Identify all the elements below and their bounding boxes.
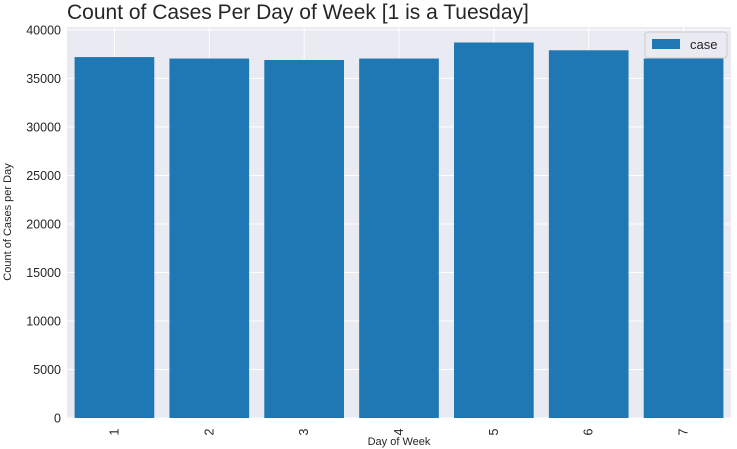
bar-day-4 [359, 58, 439, 418]
x-tick-label: 1 [107, 428, 121, 435]
x-tick-label: 6 [582, 428, 596, 435]
legend: case [644, 31, 728, 59]
bar-day-7 [643, 58, 724, 418]
x-tick-label: 4 [392, 428, 406, 435]
bars [74, 42, 724, 419]
y-tick-label: 40000 [26, 23, 61, 37]
x-tick-label: 2 [202, 428, 216, 435]
bar-day-2 [169, 58, 250, 418]
x-axis-label: Day of Week [368, 436, 431, 448]
legend-box [644, 31, 728, 59]
y-tick-label: 15000 [26, 266, 61, 280]
y-tick-label: 0 [54, 412, 61, 426]
legend-swatch [652, 39, 680, 49]
y-tick-label: 25000 [26, 169, 61, 183]
bar-day-3 [264, 59, 344, 418]
y-tick-label: 5000 [33, 363, 61, 377]
x-tick-labels: 1 2 3 4 5 6 7 [107, 428, 690, 435]
y-tick-labels: 0 5000 10000 15000 20000 25000 30000 35000 40000 [26, 23, 61, 425]
y-axis-label: Count of Cases per Day [2, 163, 14, 281]
bar-day-1 [74, 57, 155, 418]
y-tick-label: 10000 [26, 314, 61, 328]
x-tick-label: 7 [677, 428, 691, 435]
x-tick-label: 5 [487, 428, 501, 435]
bar-day-6 [548, 50, 629, 418]
chart-title: Count of Cases Per Day of Week [1 is a T… [67, 1, 529, 24]
legend-label: case [690, 37, 717, 52]
x-tick-label: 3 [297, 428, 311, 435]
y-tick-label: 35000 [26, 72, 61, 86]
bar-day-5 [454, 42, 534, 419]
y-tick-label: 30000 [26, 120, 61, 134]
y-tick-label: 20000 [26, 217, 61, 231]
